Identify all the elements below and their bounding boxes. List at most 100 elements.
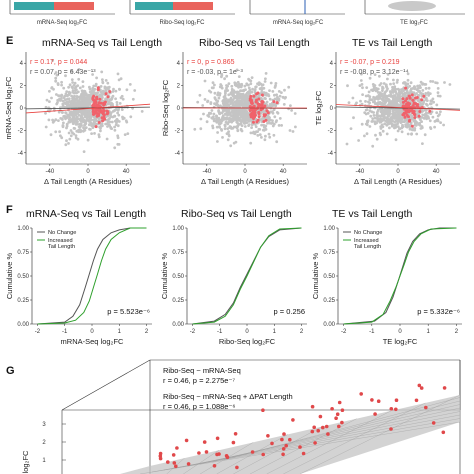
grey-point bbox=[237, 118, 240, 122]
grey-point bbox=[243, 111, 247, 115]
grey-point bbox=[93, 132, 96, 135]
grey-point bbox=[242, 89, 246, 93]
grey-point bbox=[220, 119, 224, 122]
grey-point bbox=[215, 116, 218, 120]
grey-point bbox=[239, 127, 243, 131]
grey-point bbox=[115, 103, 119, 107]
grey-point bbox=[420, 120, 423, 123]
grey-point bbox=[280, 91, 283, 94]
grey-point bbox=[113, 125, 116, 129]
fit-line-red bbox=[25, 103, 151, 114]
grey-point bbox=[85, 101, 88, 105]
x-tick-label: -40 bbox=[46, 169, 55, 175]
grey-point bbox=[71, 81, 74, 84]
x-axis-label: Δ Tail Length (A Residues) bbox=[44, 177, 132, 186]
grey-point bbox=[376, 87, 380, 91]
grey-point bbox=[436, 91, 440, 94]
red-point bbox=[404, 99, 407, 103]
grey-point bbox=[410, 128, 414, 132]
grey-point bbox=[397, 98, 401, 102]
grey-point bbox=[62, 96, 66, 100]
red-point bbox=[91, 103, 95, 107]
legend-label-increased-1: Increased bbox=[354, 238, 379, 244]
red-point bbox=[411, 111, 415, 115]
data-point bbox=[318, 414, 323, 419]
grey-point bbox=[212, 112, 216, 116]
red-point bbox=[256, 118, 260, 122]
data-point bbox=[282, 432, 286, 436]
grey-point bbox=[231, 119, 235, 123]
grey-point bbox=[389, 119, 393, 123]
grey-point bbox=[217, 116, 221, 120]
grey-point bbox=[386, 108, 390, 112]
grey-point bbox=[383, 92, 386, 96]
grey-point bbox=[71, 90, 75, 94]
grey-point bbox=[234, 140, 238, 144]
grey-point bbox=[64, 111, 68, 115]
ecdf-title: mRNA-Seq vs Tail Length bbox=[26, 208, 146, 220]
grey-point bbox=[263, 138, 267, 142]
grey-point bbox=[363, 134, 366, 138]
grey-point bbox=[123, 133, 127, 137]
grey-point bbox=[73, 127, 77, 130]
grey-point bbox=[125, 120, 129, 124]
y-tick-label: -4 bbox=[328, 151, 334, 157]
grey-point bbox=[117, 107, 121, 111]
y-tick-label: 0.00 bbox=[17, 322, 29, 328]
grey-point bbox=[435, 111, 439, 115]
y-axis-label: TE log₂FC bbox=[314, 90, 323, 125]
grey-point bbox=[106, 81, 110, 85]
grey-point bbox=[98, 93, 102, 97]
stat-red: r = 0.17, p = 0.044 bbox=[30, 59, 87, 66]
y-tick-label: 2 bbox=[177, 84, 181, 90]
grey-point bbox=[259, 97, 263, 100]
grey-point bbox=[399, 121, 403, 124]
red-point bbox=[248, 109, 252, 112]
red-point bbox=[105, 109, 109, 113]
grey-point bbox=[417, 90, 420, 93]
grey-point bbox=[383, 96, 387, 99]
data-point bbox=[373, 412, 377, 416]
grey-point bbox=[78, 122, 82, 126]
grey-point bbox=[436, 119, 440, 123]
grey-point bbox=[427, 94, 430, 97]
y-tick-label: 0.75 bbox=[323, 250, 335, 256]
data-point bbox=[186, 462, 191, 466]
grey-point bbox=[115, 101, 119, 104]
data-point bbox=[334, 416, 338, 421]
grey-point bbox=[91, 87, 95, 90]
grey-point bbox=[288, 129, 292, 132]
grey-point bbox=[77, 68, 81, 71]
grey-point bbox=[256, 82, 259, 86]
grey-point bbox=[424, 92, 428, 95]
grey-point bbox=[439, 110, 442, 114]
grey-point bbox=[76, 100, 80, 104]
grey-point bbox=[229, 100, 233, 103]
grey-point bbox=[44, 111, 47, 115]
grey-point bbox=[215, 125, 219, 129]
grey-point bbox=[229, 102, 233, 106]
legend-label-increased-1: Increased bbox=[48, 238, 73, 244]
grey-point bbox=[273, 115, 277, 119]
model-2-label: Ribo-Seq ~ mRNA-Seq + ΔPAT Length bbox=[163, 392, 293, 401]
grey-point bbox=[222, 109, 225, 112]
grey-point bbox=[237, 75, 241, 78]
grey-point bbox=[281, 95, 285, 99]
grey-point bbox=[240, 102, 243, 105]
grey-point bbox=[423, 116, 426, 120]
grey-point bbox=[62, 121, 65, 125]
x-tick-label: 0 bbox=[243, 169, 247, 175]
grey-point bbox=[415, 132, 419, 136]
ecdf-line-increased bbox=[37, 227, 147, 325]
data-point bbox=[312, 425, 317, 430]
grey-point bbox=[420, 125, 424, 128]
grey-point bbox=[417, 94, 421, 97]
data-point bbox=[370, 398, 374, 402]
grey-point bbox=[271, 121, 274, 125]
grey-point bbox=[239, 89, 242, 93]
grey-point bbox=[397, 90, 401, 94]
grey-point bbox=[75, 112, 79, 115]
grey-point bbox=[368, 101, 371, 105]
grey-point bbox=[409, 81, 413, 85]
grey-point bbox=[287, 85, 291, 89]
